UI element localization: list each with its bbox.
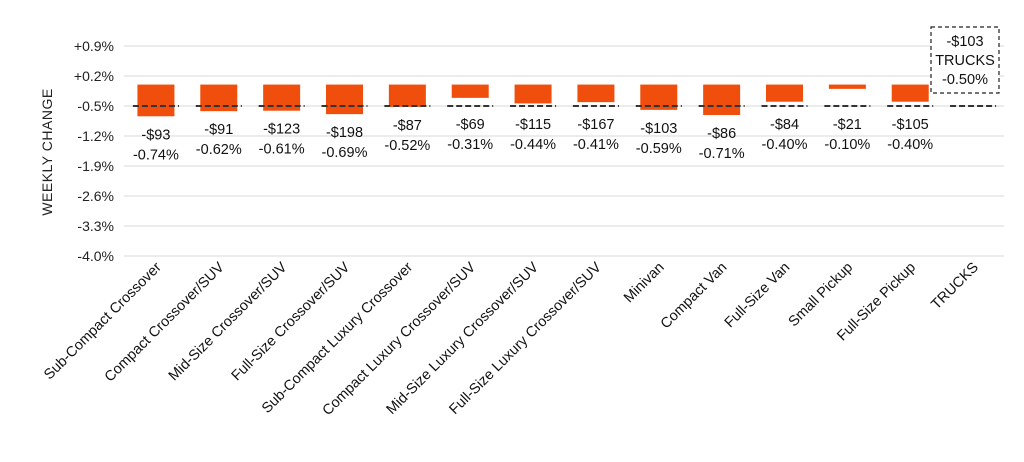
category-label: Small Pickup xyxy=(786,260,857,331)
data-label-percent: -0.61% xyxy=(259,142,305,158)
y-tick-label: -3.3% xyxy=(77,218,114,234)
data-label-dollar: -$21 xyxy=(833,117,862,133)
data-label-dollar: -$198 xyxy=(326,125,363,141)
y-tick-label: -1.9% xyxy=(77,158,114,174)
bar xyxy=(388,84,426,107)
data-label-percent: -0.59% xyxy=(636,141,682,157)
callout-line-1: -$103 xyxy=(946,34,983,50)
bars xyxy=(137,84,929,117)
bar xyxy=(326,84,363,115)
data-label-dollar: -$105 xyxy=(892,117,929,133)
data-label-dollar: -$103 xyxy=(640,121,677,137)
data-label-percent: -0.40% xyxy=(887,137,933,153)
bar xyxy=(828,84,866,89)
y-axis-ticks: +0.9% +0.2% -0.5% -1.2% -1.9% -2.6% -3.3% -4.0% xyxy=(74,38,114,264)
data-label-percent: -0.69% xyxy=(322,145,368,161)
category-label: Sub-Compact Crossover xyxy=(41,259,165,383)
data-label-dollar: -$93 xyxy=(141,127,170,143)
data-label-dollar: -$87 xyxy=(393,118,422,134)
category-label: Compact Van xyxy=(658,260,731,333)
bar xyxy=(891,84,929,102)
data-label-dollar: -$123 xyxy=(263,122,300,138)
data-label-percent: -0.44% xyxy=(510,137,556,153)
category-label: TRUCKS xyxy=(928,260,981,313)
bar xyxy=(703,84,741,115)
data-label-percent: -0.74% xyxy=(133,147,179,163)
category-label: Full-Size Crossover/SUV xyxy=(229,259,354,384)
callout-box xyxy=(930,26,1000,94)
y-tick-label: -4.0% xyxy=(77,248,114,264)
data-label-dollar: -$167 xyxy=(577,117,614,133)
category-label: Compact Crossover/SUV xyxy=(102,259,228,385)
category-label: Mid-Size Crossover/SUV xyxy=(166,259,291,384)
category-label: Full-Size Van xyxy=(722,260,794,332)
callout-line-2: TRUCKS xyxy=(935,53,995,69)
trucks-callout: -$103 TRUCKS -0.50% xyxy=(930,26,1000,94)
y-tick-label: -0.5% xyxy=(77,98,114,114)
bar xyxy=(577,84,615,103)
data-labels: -$93 -0.74% -$91 -0.62% -$123 -0.61% -$198 -0.6… xyxy=(133,117,933,163)
data-label-percent: -0.40% xyxy=(762,137,808,153)
data-label-dollar: -$91 xyxy=(204,122,233,138)
data-label-percent: -0.10% xyxy=(824,137,870,153)
y-axis-title: WEEKLY CHANGE xyxy=(39,88,55,215)
callout-line-3: -0.50% xyxy=(942,72,988,88)
bar xyxy=(200,84,238,112)
y-tick-label: +0.2% xyxy=(74,68,114,84)
y-tick-label: -2.6% xyxy=(77,188,114,204)
data-label-dollar: -$86 xyxy=(707,126,736,142)
y-tick-label: -1.2% xyxy=(77,128,114,144)
data-label-dollar: -$115 xyxy=(515,117,551,133)
data-label-percent: -0.71% xyxy=(699,146,745,162)
data-label-dollar: -$69 xyxy=(456,117,485,133)
bar xyxy=(766,84,803,102)
grid-lines xyxy=(124,45,1004,257)
data-label-percent: -0.31% xyxy=(447,137,493,153)
bar xyxy=(137,84,175,117)
data-label-percent: -0.62% xyxy=(196,142,242,158)
y-tick-label: +0.9% xyxy=(74,38,114,54)
category-label: Minivan xyxy=(621,260,668,307)
data-label-percent: -0.41% xyxy=(573,137,619,153)
data-label-dollar: -$84 xyxy=(770,117,799,133)
bar xyxy=(514,84,552,104)
bar xyxy=(451,84,489,98)
data-label-percent: -0.52% xyxy=(384,138,430,154)
